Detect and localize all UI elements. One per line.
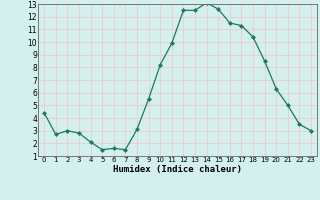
X-axis label: Humidex (Indice chaleur): Humidex (Indice chaleur) [113, 165, 242, 174]
